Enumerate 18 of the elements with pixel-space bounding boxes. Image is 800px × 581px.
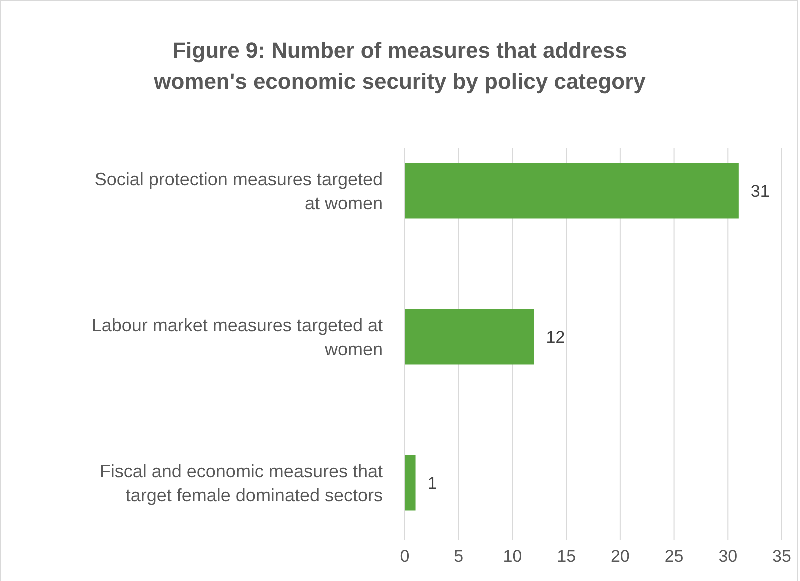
y-tick-label: Social protection measures targeted at women: [94, 169, 383, 214]
x-tick-label: 30: [718, 547, 738, 566]
x-tick-label: 10: [503, 547, 522, 566]
x-tick-label: 35: [772, 547, 792, 566]
x-tick-label: 5: [454, 547, 464, 566]
data-label: 1: [428, 474, 438, 493]
data-label: 12: [546, 328, 566, 347]
y-tick-label: Fiscal and economic measures that target female dominated sectors: [100, 461, 383, 506]
x-tick-label: 25: [664, 547, 684, 566]
x-tick-label: 20: [610, 547, 630, 566]
bar: [405, 309, 534, 365]
y-tick-label: Labour market measures targeted at women: [92, 315, 383, 360]
chart-title: Figure 9: Number of measures that address women's economic security by policy category: [153, 38, 647, 94]
x-tick-label: 0: [400, 547, 410, 566]
x-tick-label: 15: [557, 547, 576, 566]
bar: [405, 163, 739, 219]
data-label: 31: [750, 182, 770, 201]
bar: [405, 455, 416, 511]
